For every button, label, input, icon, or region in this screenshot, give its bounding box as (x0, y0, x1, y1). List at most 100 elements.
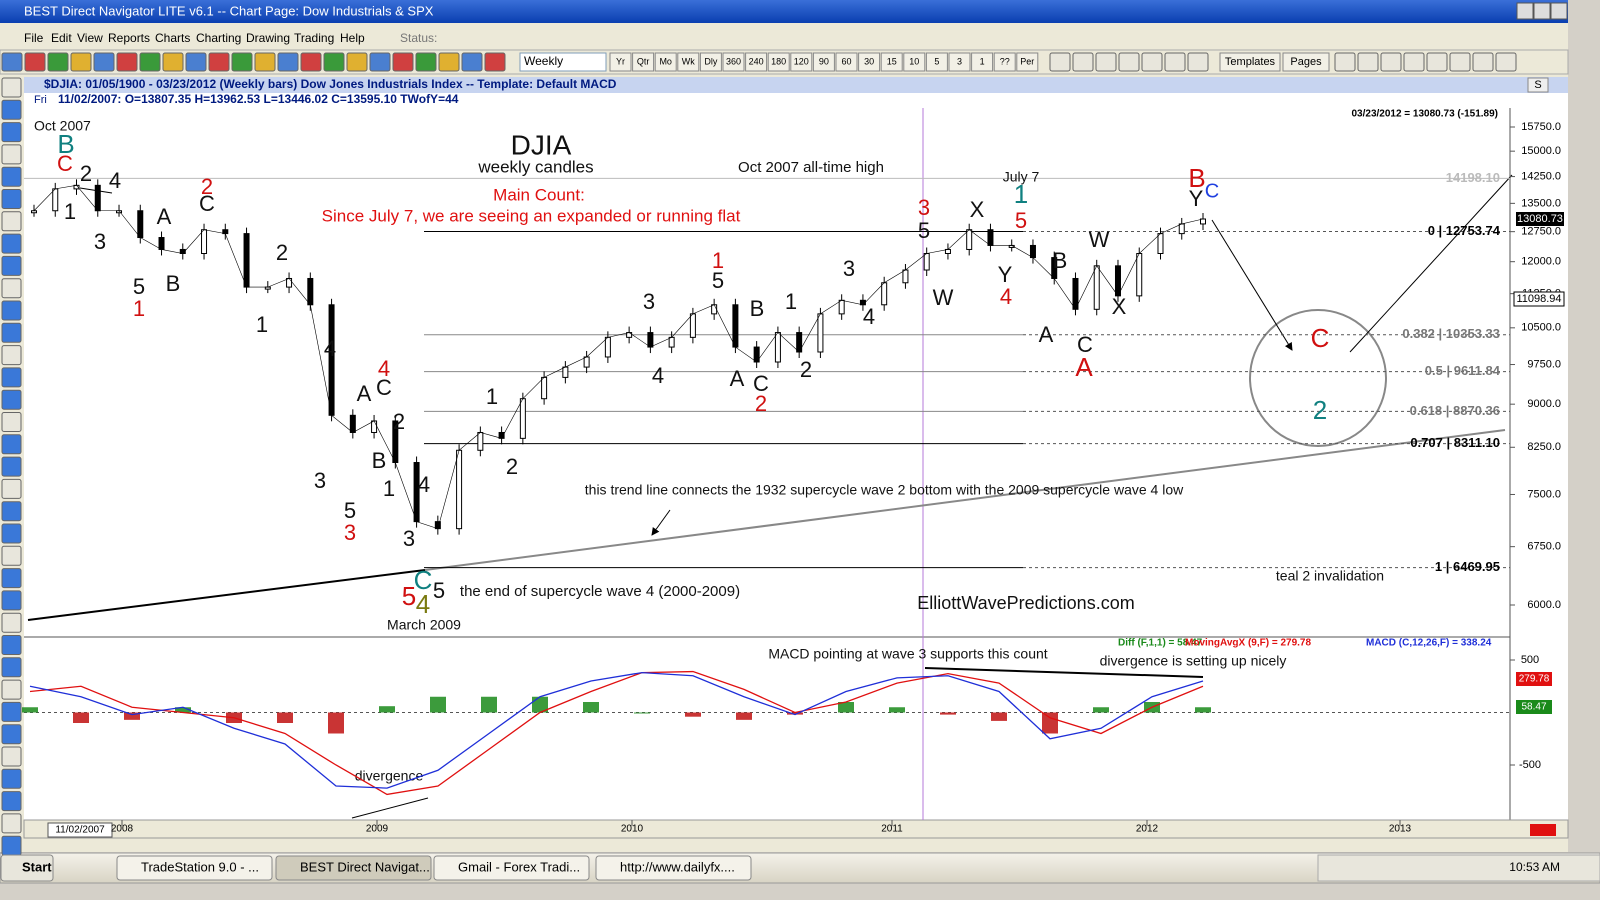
tool-icon[interactable] (116, 52, 138, 72)
drawing-tool[interactable] (1, 701, 22, 722)
menu-item[interactable]: View (77, 31, 103, 45)
tool-icon[interactable] (1187, 52, 1209, 72)
drawing-tool[interactable] (1, 144, 22, 165)
interval-button[interactable] (632, 52, 655, 72)
menu-item[interactable]: Trading (294, 31, 334, 45)
tool-icon[interactable] (47, 52, 69, 72)
drawing-tool[interactable] (1, 189, 22, 209)
interval-button[interactable] (699, 52, 722, 72)
interval-button[interactable] (993, 52, 1016, 72)
task-button[interactable] (275, 855, 432, 881)
tool-icon[interactable] (300, 52, 322, 72)
drawing-tool[interactable] (1, 166, 22, 187)
drawing-tool[interactable] (1, 77, 22, 98)
scale-button[interactable] (1527, 77, 1549, 93)
drawing-tool[interactable] (1, 768, 22, 789)
menu-item[interactable]: Drawing (246, 31, 290, 45)
menu-item[interactable]: Charting (196, 31, 241, 45)
minimize[interactable] (1516, 2, 1534, 20)
drawing-tool[interactable] (1, 813, 22, 834)
tool-icon[interactable] (1449, 52, 1471, 72)
drawing-tool[interactable] (1, 791, 22, 812)
tool-icon[interactable] (231, 52, 253, 72)
drawing-tool[interactable] (1, 724, 22, 745)
interval-button[interactable] (948, 52, 971, 72)
tool-icon[interactable] (162, 52, 184, 72)
drawing-tool[interactable] (1, 501, 22, 522)
interval-button[interactable] (925, 52, 948, 72)
drawing-tool[interactable] (1, 635, 22, 655)
task-button[interactable] (433, 855, 590, 881)
tool-icon[interactable] (392, 52, 414, 72)
interval-button[interactable] (858, 52, 881, 72)
tool-icon[interactable] (70, 52, 92, 72)
drawing-tool[interactable] (1, 835, 22, 856)
tool-icon[interactable] (93, 52, 115, 72)
interval-button[interactable] (812, 52, 835, 72)
tool-icon[interactable] (1426, 52, 1448, 72)
maximize[interactable] (1533, 2, 1551, 20)
drawing-tool[interactable] (1, 657, 22, 678)
tool-icon[interactable] (369, 52, 391, 72)
tool-icon[interactable] (1118, 52, 1140, 72)
interval-button[interactable] (971, 52, 994, 72)
tool-icon[interactable] (1095, 52, 1117, 72)
templates-button[interactable] (1219, 52, 1281, 72)
tool-icon[interactable] (1495, 52, 1517, 72)
start-button[interactable] (0, 854, 54, 882)
menu-item[interactable]: Edit (51, 31, 72, 45)
close[interactable] (1550, 2, 1568, 20)
drawing-tool[interactable] (1, 412, 22, 432)
tool-icon[interactable] (1164, 52, 1186, 72)
interval-button[interactable] (654, 52, 677, 72)
menu-item[interactable]: Reports (108, 31, 150, 45)
drawing-tool[interactable] (1, 434, 22, 455)
drawing-tool[interactable] (1, 612, 22, 633)
tool-icon[interactable] (1049, 52, 1071, 72)
tool-icon[interactable] (1380, 52, 1402, 72)
drawing-tool[interactable] (1, 568, 22, 589)
tool-icon[interactable] (323, 52, 345, 72)
interval-button[interactable] (767, 52, 790, 72)
tool-icon[interactable] (415, 52, 437, 72)
drawing-tool[interactable] (1, 478, 22, 499)
tool-icon[interactable] (346, 52, 368, 72)
drawing-tool[interactable] (1, 255, 22, 276)
drawing-tool[interactable] (1, 211, 22, 232)
drawing-tool[interactable] (1, 345, 22, 366)
tool-icon[interactable] (1472, 52, 1494, 72)
drawing-tool[interactable] (1, 99, 22, 120)
drawing-tool[interactable] (1, 456, 22, 477)
tool-icon[interactable] (438, 52, 460, 72)
interval-button[interactable] (745, 52, 768, 72)
tool-icon[interactable] (461, 52, 483, 72)
drawing-tool[interactable] (1, 300, 22, 321)
drawing-tool[interactable] (1, 523, 22, 544)
interval-button[interactable] (1016, 52, 1039, 72)
interval-button[interactable] (903, 52, 926, 72)
tool-icon[interactable] (1403, 52, 1425, 72)
tool-icon[interactable] (277, 52, 299, 72)
pages-button[interactable] (1282, 52, 1330, 72)
drawing-tool[interactable] (1, 278, 22, 299)
tool-icon[interactable] (1, 52, 23, 72)
task-button[interactable] (116, 855, 273, 881)
start-label[interactable]: Start (22, 859, 52, 874)
tool-icon[interactable] (1072, 52, 1094, 72)
drawing-tool[interactable] (1, 122, 22, 143)
tool-icon[interactable] (139, 52, 161, 72)
interval-button[interactable] (722, 52, 745, 72)
scroll-arrow[interactable] (1530, 824, 1556, 836)
menu-item[interactable]: Help (340, 31, 365, 45)
task-button[interactable] (595, 855, 752, 881)
task-label[interactable]: TradeStation 9.0 - ... (141, 859, 259, 874)
tool-icon[interactable] (1357, 52, 1379, 72)
tool-icon[interactable] (484, 52, 506, 72)
task-label[interactable]: Gmail - Forex Tradi... (458, 859, 580, 874)
interval-button[interactable] (609, 52, 632, 72)
tool-icon[interactable] (24, 52, 46, 72)
interval-select[interactable] (519, 52, 607, 72)
tool-icon[interactable] (254, 52, 276, 72)
task-label[interactable]: BEST Direct Navigat... (300, 859, 430, 874)
drawing-tool[interactable] (1, 367, 22, 388)
